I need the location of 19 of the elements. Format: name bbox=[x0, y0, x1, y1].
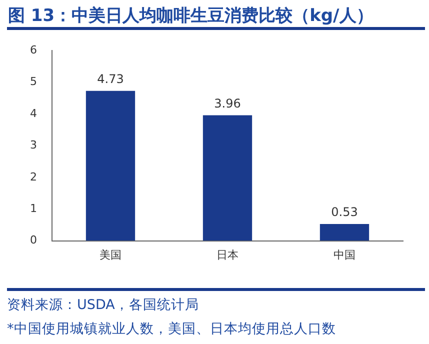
y-tick-label: 6 bbox=[30, 43, 37, 56]
y-tick-label: 4 bbox=[30, 106, 37, 120]
text: 资料来源：USDA，各国统计局 bbox=[7, 296, 199, 314]
data-label: 4.73 bbox=[97, 72, 124, 86]
bar bbox=[86, 90, 136, 241]
data-label: 3.96 bbox=[214, 96, 241, 110]
x-tick-label: 美国 bbox=[100, 248, 122, 262]
data-label: 0.53 bbox=[331, 205, 358, 220]
text: *中国使用城镇就业人数，美国、日本均使用总人口数 bbox=[7, 320, 336, 338]
chart-title: 图 13：中美日人均咖啡生豆消费比较（kg/人） bbox=[8, 5, 374, 27]
y-tick-label: 5 bbox=[30, 75, 37, 88]
x-tick-label: 日本 bbox=[216, 248, 238, 262]
bar bbox=[202, 115, 252, 241]
y-tick-label: 1 bbox=[30, 202, 37, 215]
y-tick-label: 0 bbox=[30, 234, 37, 247]
bar bbox=[320, 224, 370, 241]
x-tick-label: 中国 bbox=[334, 248, 356, 262]
y-tick-label: 2 bbox=[30, 170, 37, 184]
y-tick-label: 3 bbox=[30, 138, 37, 152]
